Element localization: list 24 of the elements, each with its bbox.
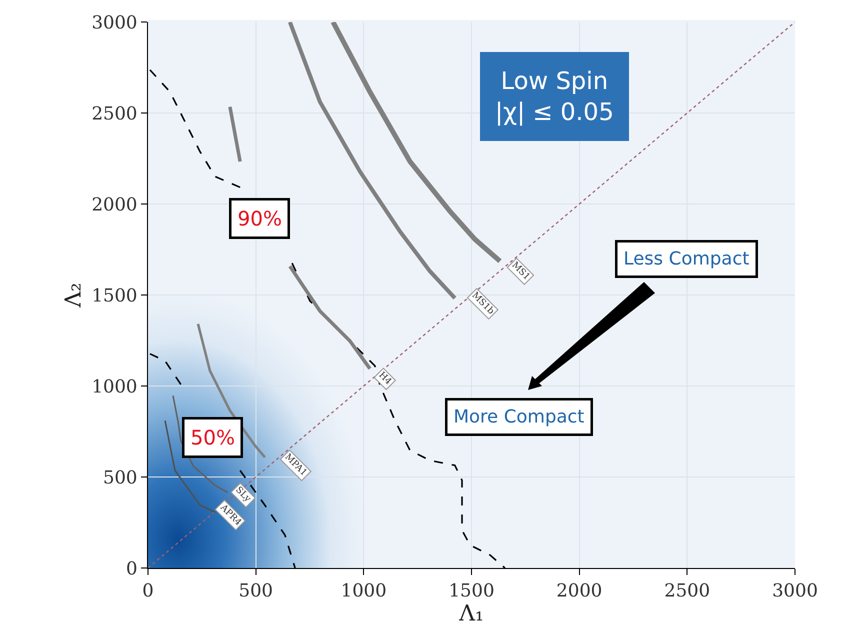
y-tick-label: 1000 [92, 376, 138, 398]
line-series [288, 22, 457, 300]
annotation: More Compact [454, 406, 584, 428]
annotation: 90% [238, 206, 282, 230]
x-tick-label: 3000 [772, 580, 818, 602]
x-tick-label: 1500 [448, 580, 494, 602]
y-tick-label: 0 [126, 558, 138, 580]
y-axis-title: Λ₂ [61, 282, 86, 308]
annotation: H4 [376, 370, 394, 388]
y-tick-label: 2500 [92, 103, 138, 124]
y-tick-label: 500 [103, 467, 138, 488]
y-tick-label: 3000 [92, 12, 138, 34]
x-tick-label: 1000 [340, 580, 387, 602]
x-axis-title: Λ₁ [458, 602, 484, 627]
annotation: Low Spin |χ| ≤ 0.05 [495, 67, 614, 126]
x-tick-label: 0 [142, 580, 154, 602]
annotation: Less Compact [624, 248, 750, 270]
y-tick-label: 1500 [92, 285, 138, 306]
x-tick-label: 500 [238, 580, 274, 602]
annotation: 50% [190, 426, 235, 450]
x-tick-label: 2000 [556, 580, 602, 602]
annotation: SLy [233, 485, 253, 506]
x-tick-label: 2500 [664, 580, 710, 602]
y-tick-label: 2000 [92, 194, 138, 216]
